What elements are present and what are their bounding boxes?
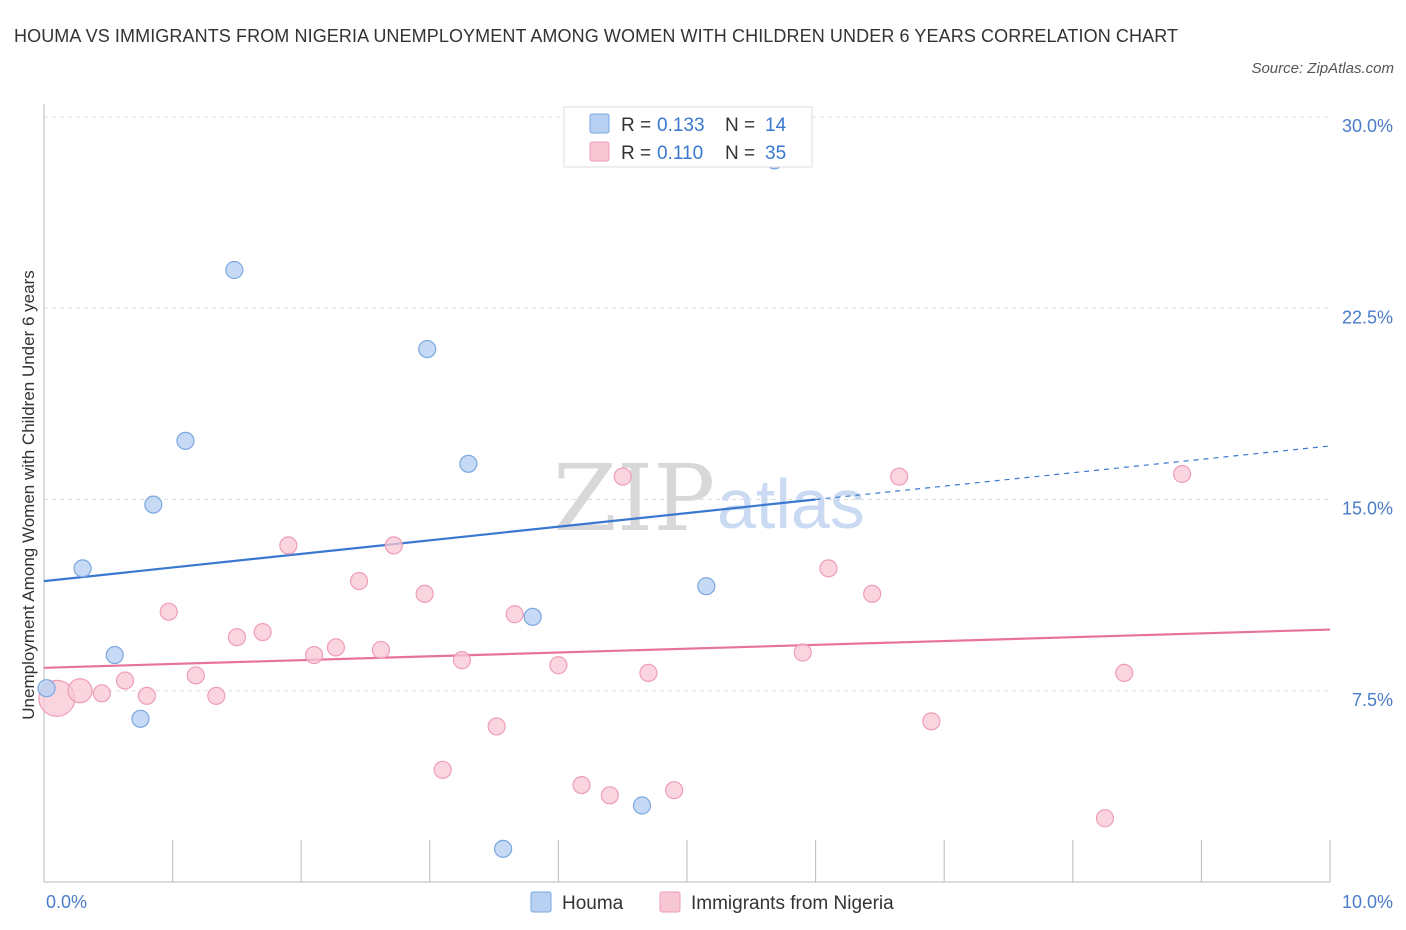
- legend-n-label-nigeria: N =: [725, 143, 755, 164]
- legend-r-label-houma: R =: [621, 115, 651, 136]
- point-nigeria-11: [304, 645, 324, 665]
- point-nigeria-2: [92, 684, 111, 703]
- correlation-legend: R = 0.133 N = 14 R = 0.110 N = 35: [563, 106, 813, 168]
- trend-line-houma: [43, 498, 816, 583]
- legend-r-value-nigeria: 0.110: [657, 143, 703, 164]
- legend-swatch-houma: [589, 113, 610, 134]
- point-houma-12: [697, 577, 716, 596]
- point-nigeria-13: [349, 571, 369, 591]
- point-nigeria-20: [505, 605, 524, 624]
- y-tick-label-2: 22.5%: [1342, 307, 1393, 327]
- point-houma-3: [131, 709, 150, 728]
- chart-title: HOUMA VS IMMIGRANTS FROM NIGERIA UNEMPLO…: [14, 26, 1179, 46]
- point-nigeria-31: [922, 712, 941, 731]
- point-nigeria-33: [1115, 663, 1134, 683]
- point-houma-8: [459, 454, 478, 473]
- series-legend: Houma Immigrants from Nigeria: [530, 891, 894, 914]
- point-nigeria-32: [1095, 809, 1115, 828]
- x-tick-labels: 0.0% 10.0%: [46, 892, 1393, 912]
- point-houma-1: [73, 559, 92, 578]
- point-nigeria-23: [600, 786, 619, 805]
- point-nigeria-16: [415, 584, 434, 603]
- watermark-zip: ZIP: [553, 445, 715, 552]
- point-houma-9: [494, 839, 513, 858]
- point-nigeria-25: [639, 663, 658, 683]
- point-nigeria-30: [890, 467, 909, 486]
- point-houma-0: [37, 679, 56, 698]
- legend-n-value-houma: 14: [765, 115, 787, 136]
- grid-lines: [44, 116, 1330, 692]
- point-nigeria-24: [613, 467, 632, 486]
- point-nigeria-15: [384, 536, 403, 555]
- point-nigeria-28: [819, 559, 838, 578]
- axes: [43, 104, 1331, 883]
- point-nigeria-6: [186, 666, 205, 685]
- point-nigeria-29: [863, 584, 882, 603]
- point-nigeria-9: [253, 622, 272, 642]
- point-nigeria-21: [549, 656, 568, 675]
- point-nigeria-19: [487, 717, 506, 736]
- point-nigeria-18: [452, 651, 472, 670]
- point-houma-4: [144, 495, 163, 514]
- watermark-atlas: atlas: [717, 465, 865, 543]
- y-tick-labels: 7.5% 15.0% 22.5% 30.0%: [1342, 116, 1393, 710]
- y-tick-label-0: 7.5%: [1352, 690, 1393, 710]
- data-points: [37, 151, 1192, 858]
- point-nigeria-17: [433, 760, 452, 779]
- point-nigeria-14: [371, 640, 391, 660]
- point-nigeria-34: [1173, 464, 1192, 484]
- chart-source: Source: ZipAtlas.com: [1251, 60, 1394, 77]
- point-houma-10: [523, 607, 542, 626]
- y-tick-label-3: 30.0%: [1342, 116, 1393, 136]
- point-nigeria-27: [793, 643, 812, 662]
- point-houma-5: [176, 431, 195, 450]
- legend-n-label-houma: N =: [725, 115, 755, 136]
- legend-r-label-nigeria: R =: [621, 143, 651, 164]
- x-tick-label-1: 10.0%: [1342, 892, 1393, 912]
- point-nigeria-22: [572, 775, 591, 795]
- trend-line-houma-extension: [815, 445, 1331, 501]
- point-nigeria-8: [227, 628, 246, 647]
- point-houma-7: [418, 339, 437, 359]
- y-tick-label-1: 15.0%: [1342, 499, 1393, 519]
- legend-swatch-nigeria: [589, 141, 610, 162]
- point-nigeria-3: [115, 671, 135, 690]
- bottom-legend-label-houma: Houma: [562, 893, 624, 914]
- point-nigeria-26: [665, 781, 684, 800]
- bottom-legend-swatch-nigeria: [659, 891, 681, 913]
- bottom-legend-swatch-houma: [530, 891, 552, 913]
- point-nigeria-12: [326, 638, 346, 657]
- watermark: ZIP atlas: [553, 445, 865, 552]
- point-nigeria-7: [207, 686, 226, 705]
- point-houma-6: [225, 260, 244, 280]
- y-axis-label: Unemployment Among Women with Children U…: [19, 270, 38, 719]
- bottom-legend-label-nigeria: Immigrants from Nigeria: [691, 893, 894, 914]
- point-nigeria-4: [137, 686, 156, 705]
- point-nigeria-5: [159, 602, 178, 621]
- point-nigeria-1: [67, 678, 93, 704]
- point-nigeria-10: [279, 536, 298, 555]
- point-houma-11: [632, 796, 652, 815]
- point-houma-2: [105, 645, 124, 665]
- trend-line-nigeria: [43, 628, 1331, 669]
- x-tick-label-0: 0.0%: [46, 892, 87, 912]
- trend-lines: [43, 445, 1331, 669]
- legend-r-value-houma: 0.133: [657, 115, 705, 136]
- legend-n-value-nigeria: 35: [765, 143, 786, 164]
